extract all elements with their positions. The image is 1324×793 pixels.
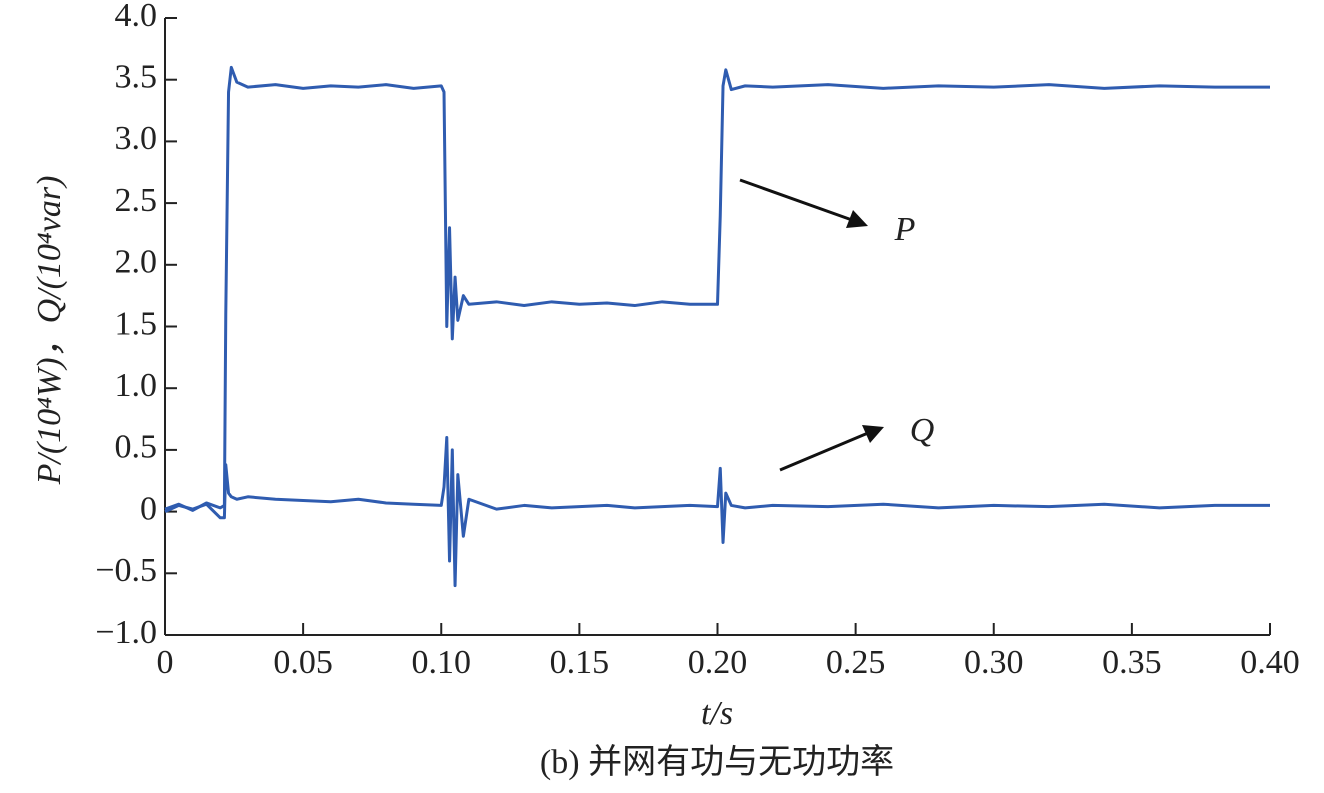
x-tick-label: 0.30 [964, 644, 1024, 681]
x-tick-label: 0.25 [826, 644, 886, 681]
y-tick-label: 1.0 [115, 367, 158, 404]
series-line [164, 65, 1270, 512]
y-tick-label: 0 [140, 490, 157, 527]
arrow-head [862, 425, 884, 443]
arrow [779, 431, 869, 472]
y-axis-label: P/(10⁴W)，Q/(10⁴var) [31, 176, 68, 486]
x-tick-label: 0.15 [550, 644, 610, 681]
x-tick-label: 0 [157, 644, 174, 681]
y-tick-label: −1.0 [95, 614, 157, 651]
x-tick-label: 0.35 [1102, 644, 1162, 681]
x-tick-label: 0.10 [412, 644, 472, 681]
series-line [164, 436, 1270, 588]
x-axis-label: t/s [701, 695, 733, 732]
arrow-head [846, 210, 868, 228]
annotation: Q [910, 412, 935, 449]
x-tick-label: 0.40 [1240, 644, 1300, 681]
y-tick-label: 1.5 [115, 305, 158, 342]
y-tick-label: 2.0 [115, 244, 158, 281]
y-tick-label: 3.5 [115, 58, 158, 95]
y-tick-label: −0.5 [95, 552, 157, 589]
arrow [739, 178, 853, 222]
x-tick-label: 0.20 [688, 644, 748, 681]
y-tick-label: 0.5 [115, 429, 158, 466]
y-tick-label: 4.0 [115, 0, 158, 34]
y-tick-label: 3.0 [115, 120, 158, 157]
y-tick-label: 2.5 [115, 182, 158, 219]
caption: (b) 并网有功与无功功率 [540, 743, 894, 781]
x-tick-label: 0.05 [273, 644, 333, 681]
annotation: P [894, 211, 916, 248]
